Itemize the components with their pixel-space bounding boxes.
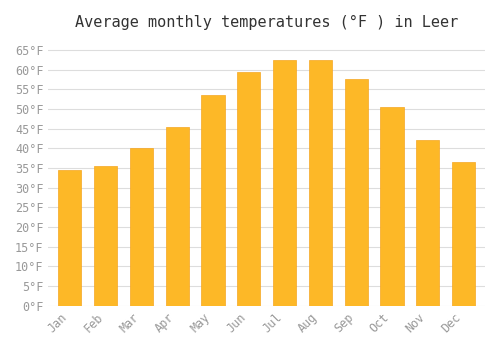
Bar	[308, 60, 332, 306]
Bar	[416, 140, 440, 306]
Bar	[344, 79, 368, 306]
Bar	[380, 107, 404, 306]
Bar	[452, 162, 475, 306]
Title: Average monthly temperatures (°F ) in Leer: Average monthly temperatures (°F ) in Le…	[75, 15, 458, 30]
Bar	[94, 166, 118, 306]
Bar	[237, 72, 260, 306]
Bar	[273, 60, 296, 306]
Bar	[202, 95, 224, 306]
Bar	[58, 170, 82, 306]
Bar	[166, 127, 189, 306]
Bar	[130, 148, 153, 306]
